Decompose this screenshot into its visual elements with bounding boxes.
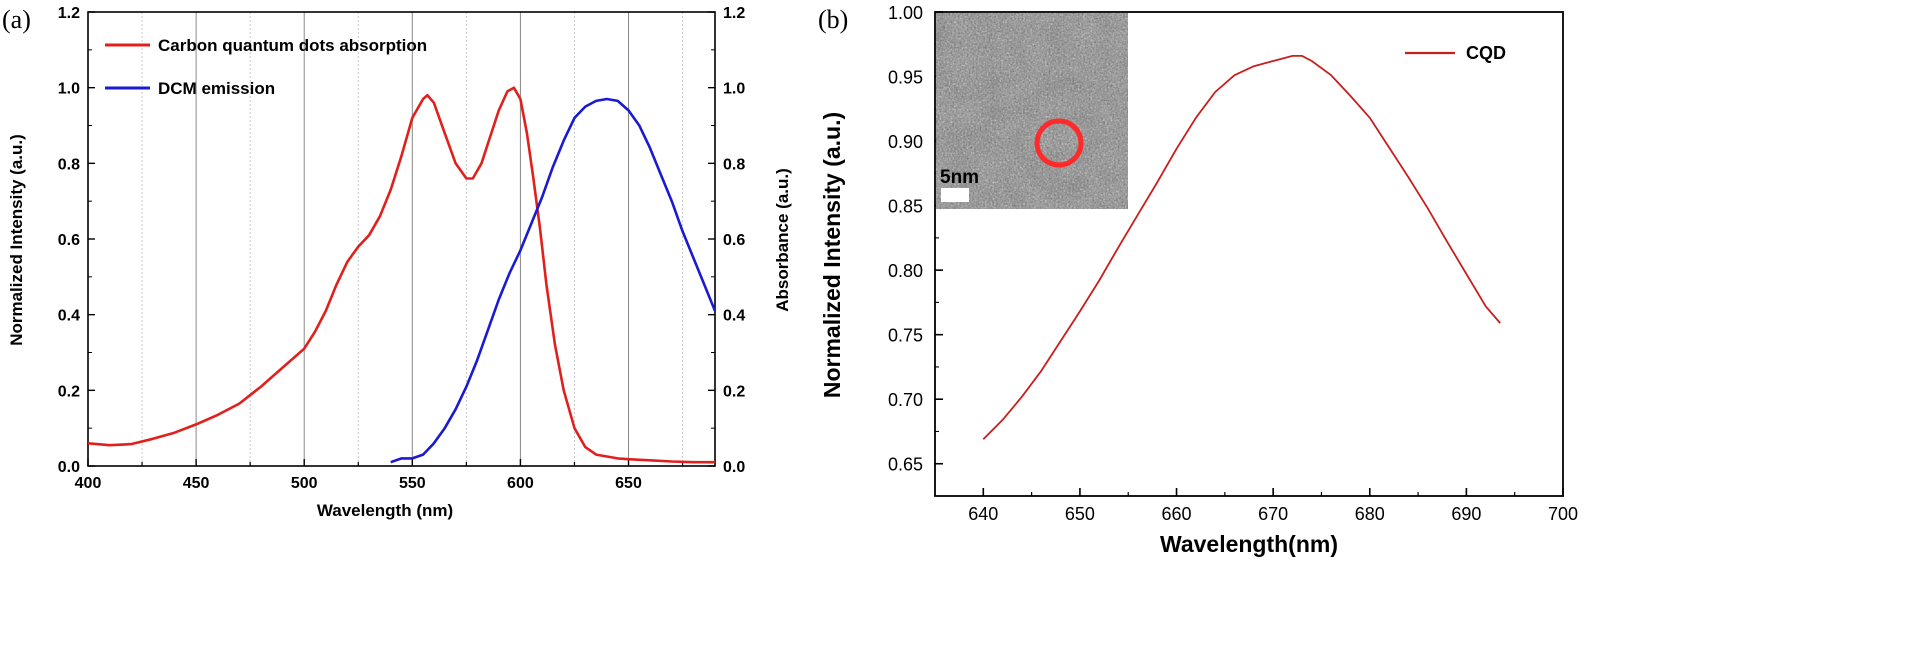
tem-highlight-circle <box>1034 118 1084 168</box>
y2-tick-label: 0.4 <box>723 308 745 325</box>
y-tick-label: 0.75 <box>888 326 923 346</box>
series-line-cqd-absorption <box>88 86 715 464</box>
y-tick-label: 1.00 <box>888 3 923 23</box>
panel-a-legend: Carbon quantum dots absorption DCM emiss… <box>105 36 427 98</box>
y2-tick-label: 0.2 <box>723 383 745 400</box>
legend-label-dcm-emission: DCM emission <box>158 79 275 98</box>
x-tick-label: 690 <box>1451 504 1481 524</box>
panel-a-x-axis-label: Wavelength (nm) <box>317 501 453 520</box>
x-tick-label: 400 <box>75 475 102 492</box>
y-tick-label: 0.65 <box>888 455 923 475</box>
x-tick-label: 550 <box>399 475 426 492</box>
x-tick-label: 640 <box>968 504 998 524</box>
panel-b-y-axis-label: Normalized Intensity (a.u.) <box>819 112 845 398</box>
y2-tick-label: 1.2 <box>723 5 745 22</box>
x-tick-label: 680 <box>1355 504 1385 524</box>
tem-scale-label: 5nm <box>940 167 979 188</box>
y2-tick-label: 0.8 <box>723 156 745 173</box>
x-tick-label: 650 <box>1065 504 1095 524</box>
x-tick-label: 670 <box>1258 504 1288 524</box>
panel-a-y2-axis-label: Absorbance (a.u.) <box>773 168 792 312</box>
y-tick-label: 0.2 <box>58 383 80 400</box>
y-tick-label: 0.4 <box>58 308 80 325</box>
panel-b-x-axis-label: Wavelength(nm) <box>1160 531 1338 557</box>
y-tick-label: 0.0 <box>58 459 80 476</box>
tem-inset-image: 5nm <box>936 13 1128 209</box>
x-tick-label: 700 <box>1548 504 1578 524</box>
x-tick-label: 600 <box>507 475 534 492</box>
tem-scale-bar <box>941 188 969 202</box>
y2-tick-label: 0.0 <box>723 459 745 476</box>
series-line-cqd <box>982 55 1501 440</box>
panel-b-legend: CQD <box>1405 43 1506 63</box>
y2-tick-label: 1.0 <box>723 81 745 98</box>
panel-b: (b) 640 650 660 670 680 690 700 0.65 0.70 0.75 0.8… <box>818 3 1578 557</box>
panel-a: (a) 400 450 500 550 600 650 0.0 0.2 0.4 0.6 0.8 1.0… <box>2 5 792 520</box>
x-tick-label: 500 <box>291 475 318 492</box>
panel-a-series <box>88 86 715 464</box>
y-tick-label: 0.95 <box>888 68 923 88</box>
series-line-dcm-emission <box>390 97 715 464</box>
y-tick-label: 0.6 <box>58 232 80 249</box>
legend-label-cqd-absorption: Carbon quantum dots absorption <box>158 36 427 55</box>
panel-a-gridlines <box>141 12 683 466</box>
y-tick-label: 0.70 <box>888 390 923 410</box>
panel-b-series <box>982 55 1501 440</box>
y-tick-label: 0.80 <box>888 261 923 281</box>
y-tick-label: 1.0 <box>58 81 80 98</box>
x-tick-label: 450 <box>183 475 210 492</box>
x-tick-label: 660 <box>1162 504 1192 524</box>
panel-a-axis-ticks: 400 450 500 550 600 650 0.0 0.2 0.4 0.6 0.8 1.0 1.2 0… <box>58 5 746 492</box>
y-tick-label: 0.8 <box>58 156 80 173</box>
y-tick-label: 0.85 <box>888 197 923 217</box>
panel-b-label: (b) <box>818 5 848 34</box>
y2-tick-label: 0.6 <box>723 232 745 249</box>
panel-a-label: (a) <box>2 5 31 34</box>
y-tick-label: 1.2 <box>58 5 80 22</box>
panel-b-plot-frame <box>934 11 1564 497</box>
y-tick-label: 0.90 <box>888 132 923 152</box>
legend-label-cqd: CQD <box>1466 43 1506 63</box>
panel-a-y-axis-label: Normalized Intensity (a.u.) <box>7 134 26 346</box>
x-tick-label: 650 <box>615 475 642 492</box>
